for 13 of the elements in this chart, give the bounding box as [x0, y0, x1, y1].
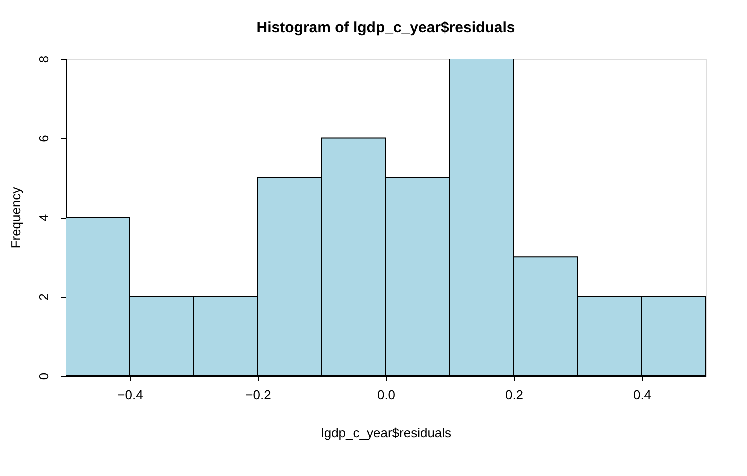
- y-tick-label: 4: [36, 214, 52, 222]
- x-tick-label: 0.4: [633, 388, 652, 402]
- y-tick-label: 0: [36, 372, 52, 380]
- y-axis-title: Frequency: [8, 186, 24, 249]
- x-tick-label: 0.2: [505, 388, 524, 402]
- x-tick-label: 0.0: [377, 388, 396, 402]
- x-tick-label: −0.4: [118, 388, 144, 402]
- y-tick-label: 2: [36, 294, 52, 301]
- y-tick-label: 6: [36, 135, 52, 142]
- chart-title: Histogram of lgdp_c_year$residuals: [256, 19, 516, 36]
- x-axis-title: lgdp_c_year$residuals: [321, 426, 452, 440]
- x-tick-label: −0.2: [246, 388, 272, 402]
- y-tick-label: 8: [36, 56, 52, 64]
